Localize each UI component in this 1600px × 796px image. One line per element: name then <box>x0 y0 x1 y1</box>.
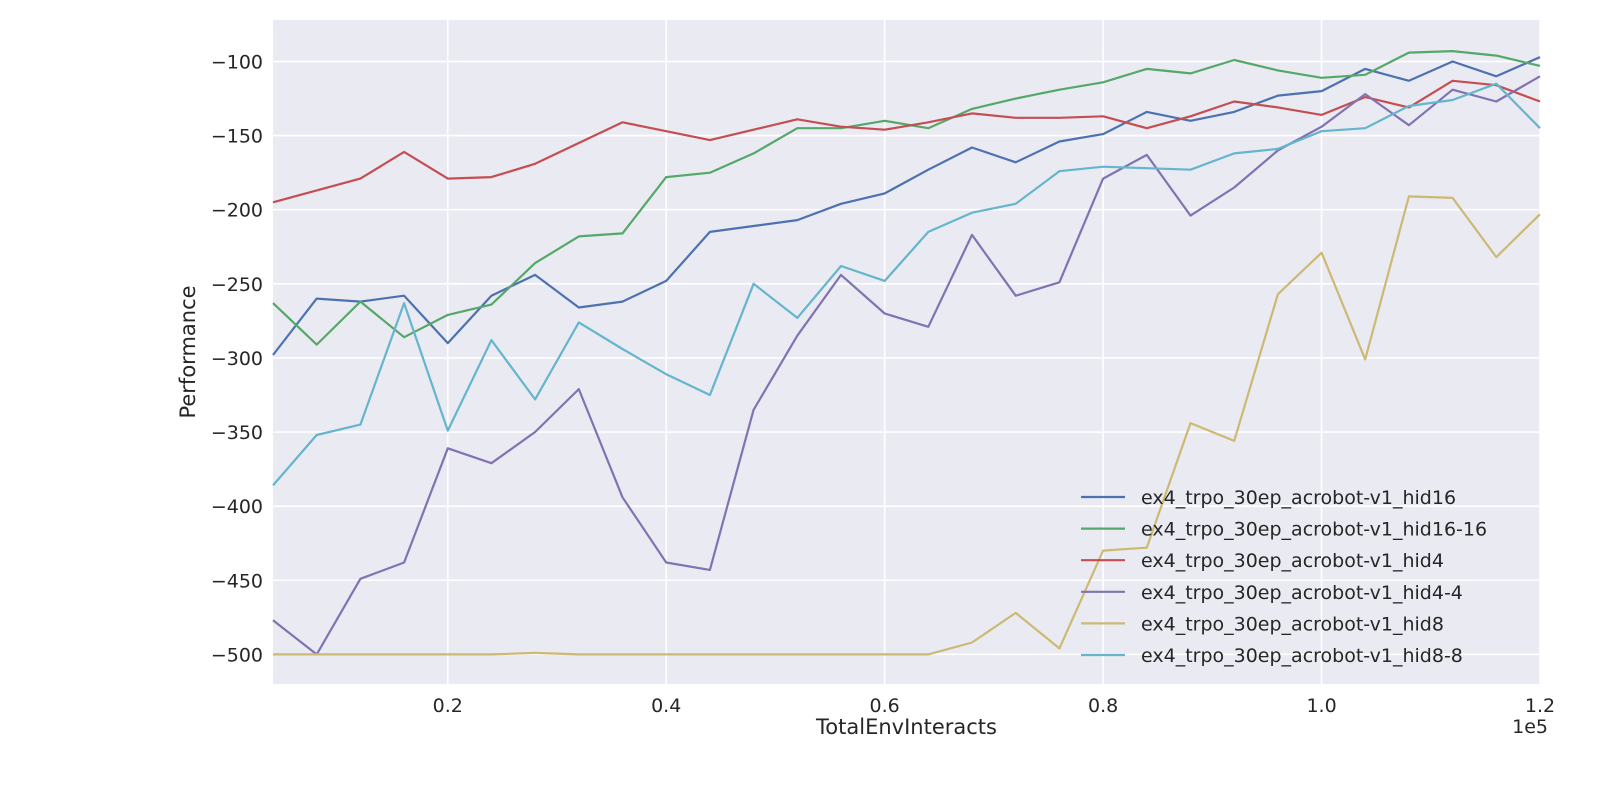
series-lines <box>272 49 1541 656</box>
y-tick-label: −300 <box>211 348 263 370</box>
legend-label: ex4_trpo_30ep_acrobot-v1_hid4-4 <box>1141 582 1463 604</box>
legend: ex4_trpo_30ep_acrobot-v1_hid16 ex4_trpo_3… <box>1081 487 1487 667</box>
y-tick-label: −450 <box>211 570 263 592</box>
legend-entry: ex4_trpo_30ep_acrobot-v1_hid16 <box>1081 487 1456 509</box>
legend-entry: ex4_trpo_30ep_acrobot-v1_hid4-4 <box>1081 582 1463 604</box>
x-tick-label: 0.6 <box>870 695 900 717</box>
x-axis-offset-label: 1e5 <box>1512 716 1548 738</box>
tick-labels: 0.2 0.4 0.6 0.8 1.0 1.2 −500 −450 −400 −350 −300 −2… <box>211 52 1555 718</box>
y-tick-label: −500 <box>211 644 263 666</box>
x-tick-label: 0.8 <box>1088 695 1118 717</box>
y-tick-label: −200 <box>211 200 263 222</box>
legend-entry: ex4_trpo_30ep_acrobot-v1_hid8 <box>1081 613 1444 635</box>
legend-entry: ex4_trpo_30ep_acrobot-v1_hid4 <box>1081 550 1444 572</box>
legend-label: ex4_trpo_30ep_acrobot-v1_hid16 <box>1141 487 1456 509</box>
legend-entry: ex4_trpo_30ep_acrobot-v1_hid16-16 <box>1081 519 1487 541</box>
y-tick-label: −100 <box>211 52 263 74</box>
series-line <box>273 195 1541 656</box>
y-axis-label: Performance <box>176 285 200 418</box>
x-tick-label: 1.0 <box>1306 695 1336 717</box>
y-tick-label: −250 <box>211 274 263 296</box>
legend-label: ex4_trpo_30ep_acrobot-v1_hid8-8 <box>1141 645 1463 667</box>
x-tick-label: 0.2 <box>433 695 463 717</box>
legend-label: ex4_trpo_30ep_acrobot-v1_hid8 <box>1141 613 1444 635</box>
legend-entry: ex4_trpo_30ep_acrobot-v1_hid8-8 <box>1081 645 1463 667</box>
series-line <box>272 79 1541 204</box>
x-axis-label: TotalEnvInteracts <box>815 715 997 739</box>
x-tick-label: 1.2 <box>1525 695 1555 717</box>
x-tick-label: 0.4 <box>651 695 681 717</box>
series-line <box>272 49 1541 346</box>
series-line <box>272 56 1541 356</box>
y-tick-label: −150 <box>211 126 263 148</box>
series-line <box>272 75 1541 656</box>
series-line <box>272 82 1541 487</box>
legend-label: ex4_trpo_30ep_acrobot-v1_hid4 <box>1141 550 1444 572</box>
legend-label: ex4_trpo_30ep_acrobot-v1_hid16-16 <box>1141 519 1487 541</box>
y-tick-label: −350 <box>211 422 263 444</box>
y-tick-label: −400 <box>211 496 263 518</box>
